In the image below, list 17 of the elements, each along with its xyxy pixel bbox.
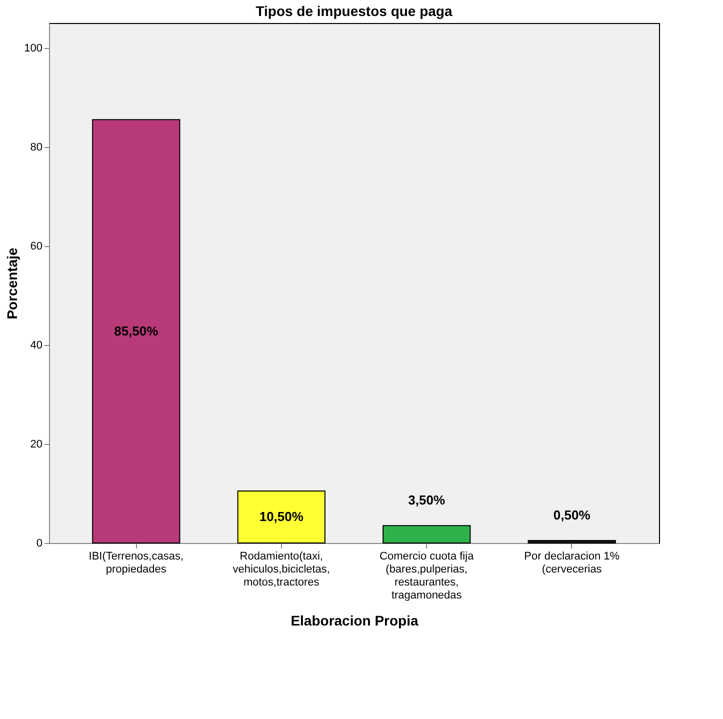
data-label: 3,50% — [408, 492, 446, 508]
y-tick-label: 100 — [24, 42, 42, 54]
y-tick-label: 20 — [30, 438, 42, 450]
y-axis-title: Porcentaje — [4, 247, 20, 320]
x-tick-label: Comercio cuota fija (bares,pulperias, restaurantes, tragamonedas — [380, 550, 475, 602]
x-tick-label: Rodamiento(taxi, vehiculos,bicicletas, motos,tractores — [232, 550, 330, 588]
data-label: 0,50% — [553, 508, 591, 523]
y-tick-label: 80 — [30, 141, 42, 154]
y-tick-label: 40 — [30, 339, 42, 352]
y-tick-label: 0 — [36, 538, 42, 550]
chart-title: Tipos de impuestos que paga — [256, 3, 452, 19]
data-label: 10,50% — [259, 509, 304, 524]
y-tick-label: 60 — [30, 240, 42, 252]
x-tick-label: IBI(Terrenos,casas, propiedades — [88, 550, 184, 576]
x-axis-title: Elaboracion Propia — [290, 612, 419, 628]
data-label: 85,50% — [114, 323, 159, 338]
x-tick-label: Por declaracion 1% (cervecerias — [524, 550, 620, 576]
